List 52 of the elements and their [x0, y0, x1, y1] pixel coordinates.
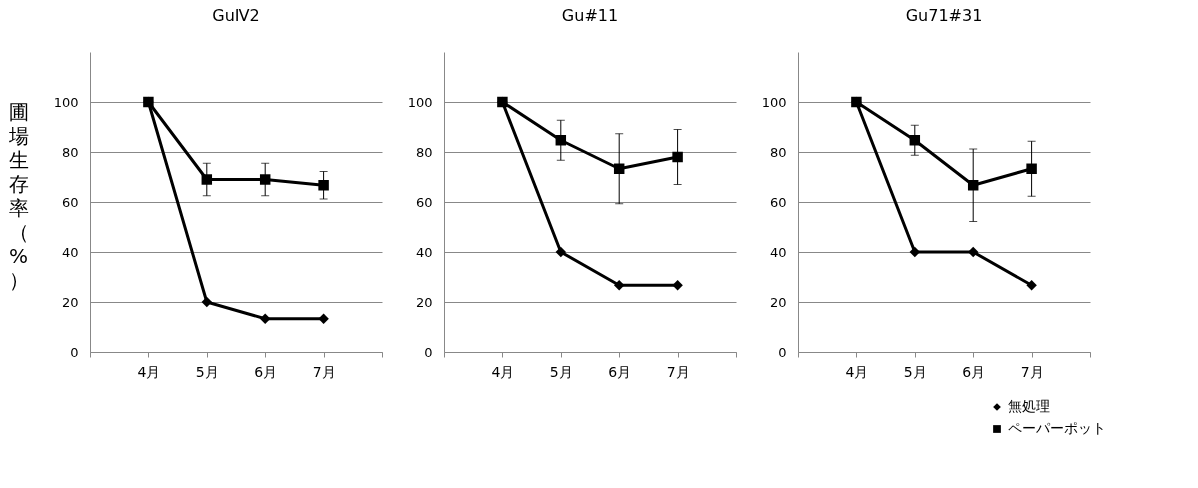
y-tick-label: 80 — [61, 144, 79, 160]
y-tick-label: 20 — [61, 294, 79, 310]
point — [259, 313, 271, 324]
point — [672, 280, 683, 291]
point — [555, 246, 567, 258]
y-tick-label: 40 — [61, 244, 79, 260]
y-tick-label: 60 — [415, 194, 433, 210]
point — [555, 135, 567, 146]
legend-label: ペーパーポット — [1008, 420, 1106, 436]
point — [259, 174, 271, 185]
point — [318, 180, 329, 191]
point — [318, 313, 329, 324]
point — [909, 135, 921, 146]
chart-title: Gu71#31 — [905, 6, 983, 25]
x-tick-label: 4月 — [845, 363, 869, 380]
x-tick-label: 6月 — [962, 363, 986, 380]
y-tick-label: 100 — [407, 94, 433, 110]
point — [672, 151, 683, 163]
y-tick-label: 0 — [70, 344, 79, 360]
point — [967, 180, 979, 191]
x-tick-label: 7月 — [666, 363, 690, 380]
chart-title: Gu#11 — [561, 6, 619, 25]
x-tick-label: 4月 — [137, 363, 161, 380]
point — [613, 280, 625, 291]
x-tick-label: 6月 — [608, 363, 632, 380]
chart-title: GuⅣ2 — [212, 6, 260, 25]
y-tick-label: 40 — [415, 244, 433, 260]
x-tick-label: 5月 — [903, 363, 927, 380]
point — [201, 296, 213, 308]
y-tick-label: 0 — [778, 344, 787, 360]
x-tick-label: 7月 — [1020, 363, 1044, 380]
y-tick-label: 100 — [53, 94, 79, 110]
point — [1026, 280, 1037, 291]
x-tick-label: 7月 — [312, 363, 336, 380]
y-tick-label: 60 — [61, 194, 79, 210]
y-tick-label: 80 — [769, 144, 787, 160]
x-tick-label: 6月 — [254, 363, 278, 380]
y-tick-label: 0 — [424, 344, 433, 360]
y-tick-label: 100 — [761, 94, 787, 110]
y-axis-title: 圃場生存率（%） — [7, 99, 29, 292]
x-tick-label: 5月 — [549, 363, 573, 380]
point — [201, 174, 213, 185]
y-tick-label: 80 — [415, 144, 433, 160]
y-tick-label: 20 — [415, 294, 433, 310]
y-tick-label: 40 — [769, 244, 787, 260]
y-tick-label: 60 — [769, 194, 787, 210]
point — [1026, 163, 1037, 174]
y-tick-label: 20 — [769, 294, 787, 310]
x-tick-label: 5月 — [195, 363, 219, 380]
legend-label: 無処理 — [1008, 398, 1050, 414]
x-tick-label: 4月 — [491, 363, 515, 380]
point — [613, 163, 625, 174]
